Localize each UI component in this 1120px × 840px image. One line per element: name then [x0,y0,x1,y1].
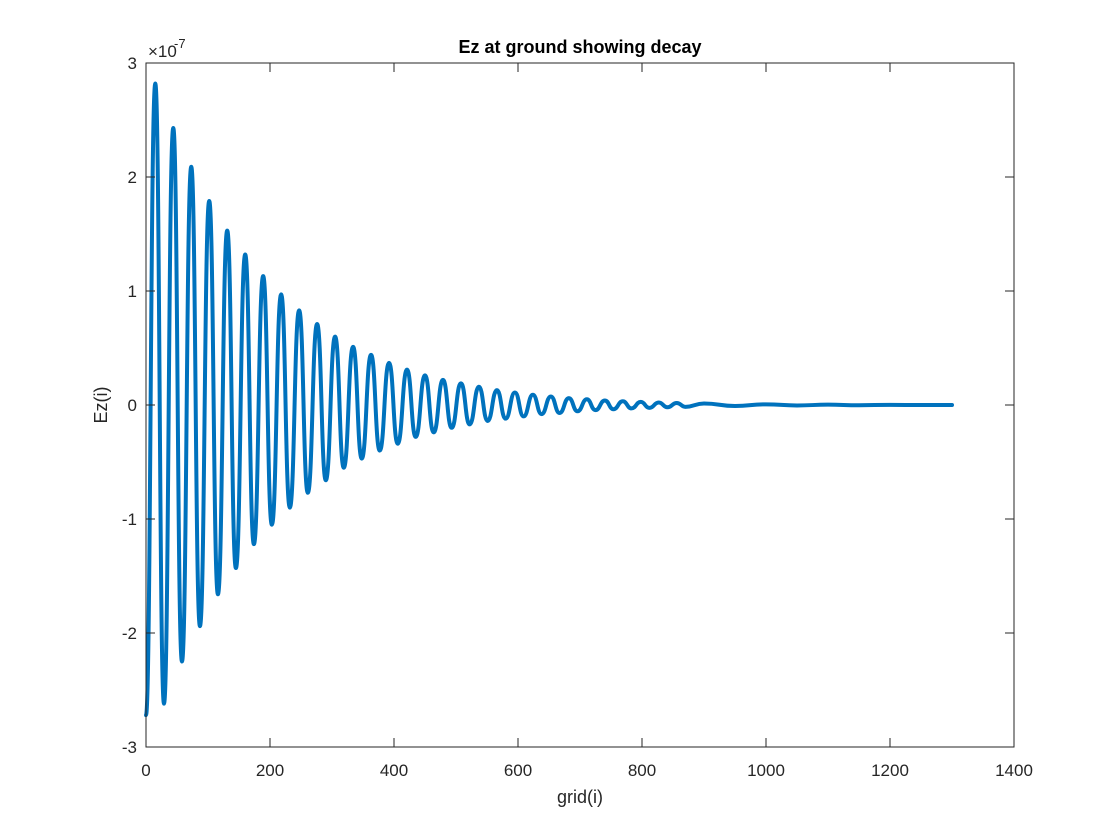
y-axis-label: Ez(i) [91,387,111,424]
x-tick-label: 1000 [747,761,785,780]
y-tick-label: 3 [128,54,137,73]
x-tick-label: 0 [141,761,150,780]
x-tick-label: 1200 [871,761,909,780]
x-tick-label: 800 [628,761,656,780]
x-tick-label: 1400 [995,761,1033,780]
y-tick-label: -1 [122,510,137,529]
data-layer [144,81,954,718]
y-tick-label: 1 [128,282,137,301]
y-tick-label: -2 [122,624,137,643]
x-tick-label: 400 [380,761,408,780]
x-tick-label: 600 [504,761,532,780]
series-line [144,81,954,718]
y-multiplier-exponent: -7 [174,36,186,51]
y-multiplier-base: ×10 [148,42,177,61]
y-tick-label: 0 [128,396,137,415]
chart-title: Ez at ground showing decay [458,37,701,57]
x-axis-label: grid(i) [557,787,603,807]
x-tick-label: 200 [256,761,284,780]
y-tick-label: 2 [128,168,137,187]
y-tick-label: -3 [122,738,137,757]
tick-layer: 0 200 400 600 800 1000 1200 1400 -3 -2 -1 0 1 2 3 [122,54,1033,780]
